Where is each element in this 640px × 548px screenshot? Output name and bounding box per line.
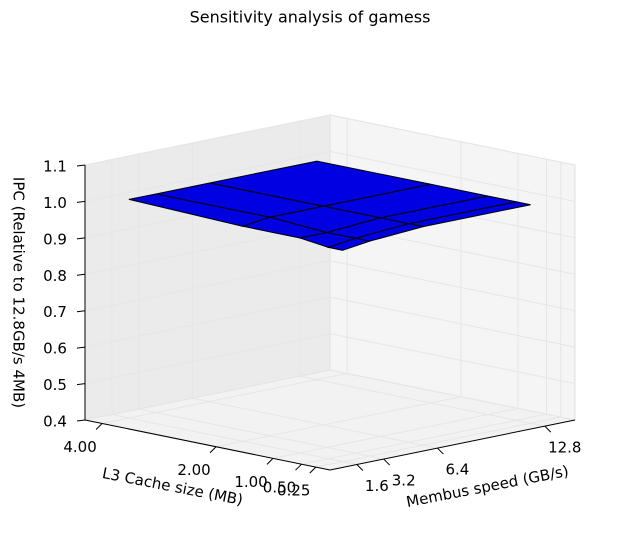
- z-tick-label: 0.4: [43, 413, 67, 431]
- grid-line: [301, 413, 547, 465]
- tick-mark: [266, 458, 274, 465]
- tick-mark: [76, 310, 86, 313]
- grid-line: [299, 375, 545, 427]
- y-tick-label: 0.50: [263, 479, 296, 497]
- z-tick-label: 1.0: [43, 194, 67, 212]
- grid-line: [272, 407, 519, 459]
- tick-mark: [437, 447, 444, 455]
- grid-line: [84, 114, 331, 166]
- tick-mark: [544, 425, 552, 433]
- grid-line: [329, 296, 576, 348]
- axis-line: [84, 419, 331, 471]
- tick-mark: [76, 164, 86, 167]
- tick-mark: [209, 446, 217, 454]
- y-tick-label: 0.25: [277, 482, 310, 500]
- grid-line: [84, 296, 331, 348]
- tick-mark: [309, 466, 317, 474]
- tick-mark: [383, 458, 391, 466]
- y-tick-label: 2.00: [177, 461, 210, 479]
- x-tick-label: 3.2: [392, 472, 416, 490]
- tick-mark: [76, 419, 86, 422]
- grid-line: [84, 369, 331, 421]
- y-axis-label: L3 Cache size (MB): [101, 464, 245, 509]
- tick-mark: [95, 423, 103, 430]
- grid-line: [138, 408, 384, 460]
- tick-mark: [76, 237, 86, 240]
- z-tick-label: 0.5: [43, 376, 67, 394]
- left-pane: [84, 114, 331, 421]
- x-tick-label: 1.6: [365, 477, 389, 495]
- chart-title: Sensitivity analysis of gamess: [190, 8, 431, 27]
- y-tick-label: 1.00: [234, 473, 267, 491]
- x-tick-label: 6.4: [445, 461, 469, 479]
- grid-line: [329, 333, 576, 385]
- z-tick-label: 1.1: [43, 158, 67, 176]
- grid-line: [329, 369, 576, 421]
- tick-mark: [356, 464, 364, 471]
- y-tick-label: 4.00: [63, 438, 96, 456]
- x-axis-label: Membus speed (GB/s): [405, 462, 570, 511]
- grid-line: [315, 416, 561, 468]
- tick-mark: [76, 346, 86, 349]
- grid-line: [111, 414, 357, 466]
- z-axis-label: IPC (Relative to 12.8GB/s 4MB): [10, 177, 28, 408]
- grid-line: [192, 397, 438, 449]
- grid-line: [84, 333, 331, 385]
- axis-line: [329, 419, 576, 471]
- z-tick-label: 0.9: [43, 230, 67, 248]
- z-tick-label: 0.8: [43, 267, 67, 285]
- grid-line: [84, 260, 331, 312]
- z-tick-label: 0.6: [43, 340, 67, 358]
- grid-line: [329, 114, 576, 166]
- grid-line: [84, 150, 331, 202]
- grid-line: [215, 396, 462, 448]
- grid-line: [329, 260, 576, 312]
- tick-mark: [76, 200, 86, 203]
- grid-line: [101, 372, 348, 424]
- grid-line: [329, 150, 576, 202]
- tick-mark: [295, 463, 302, 471]
- x-tick-label: 12.8: [548, 439, 581, 457]
- tick-mark: [76, 383, 86, 386]
- right-pane: [329, 114, 576, 421]
- surface-facet: [326, 237, 372, 251]
- tick-mark: [76, 273, 86, 276]
- z-tick-label: 0.7: [43, 303, 67, 321]
